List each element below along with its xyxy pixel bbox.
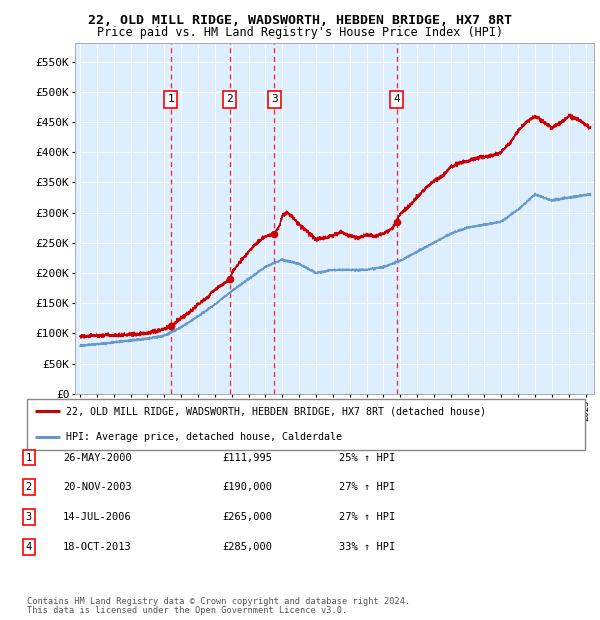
Text: 2: 2 [226,94,233,104]
Text: 3: 3 [271,94,278,104]
Text: 3: 3 [26,512,32,522]
Text: £111,995: £111,995 [222,453,272,463]
Text: HPI: Average price, detached house, Calderdale: HPI: Average price, detached house, Cald… [66,432,342,442]
Text: 4: 4 [394,94,400,104]
Text: 2: 2 [26,482,32,492]
Text: 33% ↑ HPI: 33% ↑ HPI [339,542,395,552]
Text: 27% ↑ HPI: 27% ↑ HPI [339,482,395,492]
Text: 20-NOV-2003: 20-NOV-2003 [63,482,132,492]
Text: 1: 1 [26,453,32,463]
Text: 1: 1 [167,94,174,104]
Text: 27% ↑ HPI: 27% ↑ HPI [339,512,395,522]
Text: Contains HM Land Registry data © Crown copyright and database right 2024.: Contains HM Land Registry data © Crown c… [27,597,410,606]
Text: 14-JUL-2006: 14-JUL-2006 [63,512,132,522]
Text: 4: 4 [26,542,32,552]
Text: 26-MAY-2000: 26-MAY-2000 [63,453,132,463]
Text: 25% ↑ HPI: 25% ↑ HPI [339,453,395,463]
Text: £265,000: £265,000 [222,512,272,522]
Text: 18-OCT-2013: 18-OCT-2013 [63,542,132,552]
Text: £190,000: £190,000 [222,482,272,492]
Text: Price paid vs. HM Land Registry's House Price Index (HPI): Price paid vs. HM Land Registry's House … [97,26,503,39]
Text: This data is licensed under the Open Government Licence v3.0.: This data is licensed under the Open Gov… [27,606,347,615]
FancyBboxPatch shape [27,399,585,450]
Text: 22, OLD MILL RIDGE, WADSWORTH, HEBDEN BRIDGE, HX7 8RT (detached house): 22, OLD MILL RIDGE, WADSWORTH, HEBDEN BR… [66,406,486,417]
Text: £285,000: £285,000 [222,542,272,552]
Text: 22, OLD MILL RIDGE, WADSWORTH, HEBDEN BRIDGE, HX7 8RT: 22, OLD MILL RIDGE, WADSWORTH, HEBDEN BR… [88,14,512,27]
